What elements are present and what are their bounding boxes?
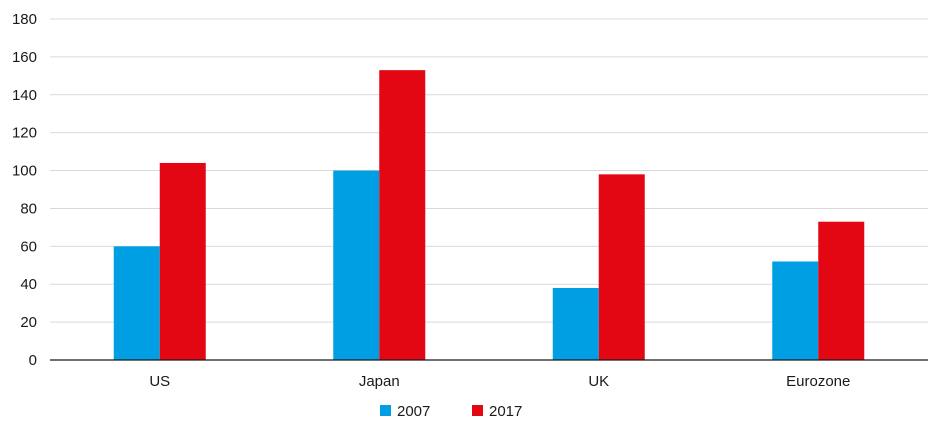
y-tick-label: 0 [29,352,37,369]
bar-uk-2017 [598,174,645,360]
legend-swatch-2007 [380,405,391,416]
y-tick-label: 100 [12,163,37,180]
y-tick-label: 40 [20,276,37,293]
legend: 2007 2017 [380,403,522,420]
bar-uk-2007 [552,288,599,360]
bar-japan-2007 [333,170,380,360]
x-axis: US Japan UK Eurozone [50,359,928,390]
y-tick-label: 60 [20,238,37,255]
bar-japan-2017 [379,70,426,361]
bar-eurozone-2007 [772,261,819,360]
x-category-label: Eurozone [786,373,850,390]
bar-eurozone-2017 [818,221,865,360]
legend-label: 2017 [489,403,522,420]
bar-us-2017 [159,162,206,360]
bar-us-2007 [113,246,160,360]
legend-swatch-2017 [472,405,483,416]
y-tick-label: 160 [12,49,37,66]
x-category-label: US [149,373,170,390]
y-tick-label: 20 [20,314,37,331]
x-category-label: Japan [359,373,400,390]
bars [113,70,865,361]
x-category-label: UK [588,373,609,390]
y-axis-ticks: 0 20 40 60 80 100 120 140 160 180 [12,11,37,369]
y-tick-label: 80 [20,200,37,217]
y-tick-label: 180 [12,11,37,28]
y-tick-label: 120 [12,125,37,142]
y-tick-label: 140 [12,87,37,104]
legend-label: 2007 [397,403,430,420]
